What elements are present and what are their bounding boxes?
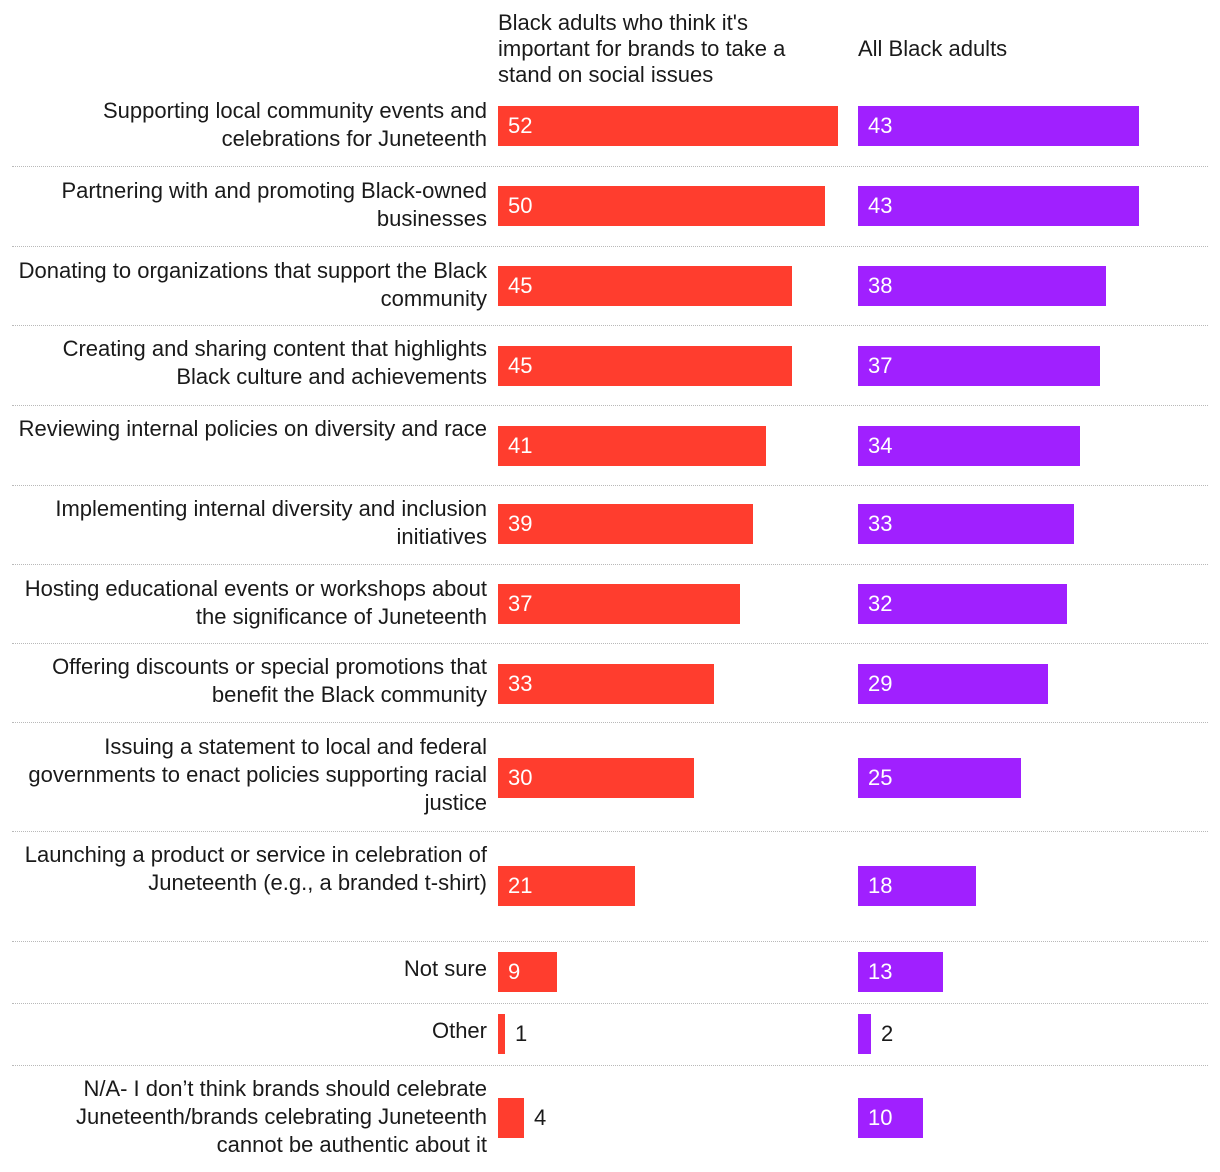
data-label: 21	[508, 873, 533, 898]
row-separator	[12, 485, 1208, 486]
data-label: 34	[868, 433, 893, 458]
data-label: 25	[868, 765, 893, 790]
data-label: 43	[868, 193, 893, 218]
data-label: 33	[508, 671, 533, 696]
bar-all-black-adults	[858, 584, 1067, 624]
bar-important-stand	[498, 186, 825, 226]
data-label: 1	[515, 1021, 528, 1046]
bar-important-stand	[498, 952, 557, 992]
bar-all-black-adults	[858, 504, 1074, 544]
data-label: 13	[868, 959, 893, 984]
data-label: 33	[868, 511, 893, 536]
row-separator	[12, 405, 1208, 406]
data-label: 45	[508, 353, 533, 378]
data-label: 32	[868, 591, 893, 616]
row-separator	[12, 246, 1208, 247]
data-label: 9	[508, 959, 521, 984]
bar-all-black-adults	[858, 186, 1139, 226]
bar-all-black-adults	[858, 664, 1048, 704]
data-label: 30	[508, 765, 533, 790]
row-label: Creating and sharing content that highli…	[62, 336, 487, 389]
row-label: Issuing a statement to local and federal…	[28, 734, 487, 815]
data-label: 45	[508, 273, 533, 298]
data-label: 4	[534, 1105, 547, 1130]
bar-all-black-adults	[858, 266, 1106, 306]
row-separator	[12, 831, 1208, 832]
bar-important-stand	[498, 584, 740, 624]
data-label: 52	[508, 113, 533, 138]
row-separator	[12, 722, 1208, 723]
row-separator	[12, 941, 1208, 942]
row-label: Hosting educational events or workshops …	[24, 576, 487, 629]
row-label: Partnering with and promoting Black-owne…	[61, 178, 487, 231]
row-label: Reviewing internal policies on diversity…	[18, 416, 487, 441]
row-separator	[12, 643, 1208, 644]
data-label: 41	[508, 433, 533, 458]
row-label: Not sure	[403, 956, 487, 981]
data-label: 39	[508, 511, 533, 536]
row-label: Other	[431, 1018, 487, 1043]
bar-important-stand	[498, 1014, 505, 1054]
data-label: 18	[868, 873, 893, 898]
data-label: 37	[868, 353, 893, 378]
row-label: Launching a product or service in celebr…	[24, 842, 487, 895]
bar-all-black-adults	[858, 1098, 923, 1138]
bar-all-black-adults	[858, 426, 1080, 466]
data-label: 43	[868, 113, 893, 138]
data-label: 29	[868, 671, 893, 696]
bar-important-stand	[498, 426, 766, 466]
data-label: 2	[881, 1021, 894, 1046]
data-label: 37	[508, 591, 533, 616]
row-label: N/A- I don’t think brands should celebra…	[76, 1076, 487, 1157]
bar-important-stand	[498, 866, 635, 906]
data-label: 50	[508, 193, 533, 218]
row-label: Implementing internal diversity and incl…	[55, 496, 487, 549]
row-label: Offering discounts or special promotions…	[52, 654, 487, 707]
column-header-important-stand: Black adults who think it's important fo…	[498, 10, 786, 87]
bar-all-black-adults	[858, 952, 943, 992]
row-label: Donating to organizations that support t…	[18, 258, 487, 311]
row-separator	[12, 166, 1208, 167]
bar-all-black-adults	[858, 866, 976, 906]
bar-important-stand	[498, 266, 792, 306]
row-separator	[12, 564, 1208, 565]
bar-all-black-adults	[858, 346, 1100, 386]
row-separator	[12, 325, 1208, 326]
row-label: Supporting local community events and ce…	[103, 98, 487, 151]
bar-important-stand	[498, 758, 694, 798]
bar-all-black-adults	[858, 758, 1021, 798]
data-label: 10	[868, 1105, 893, 1130]
column-header-all-black-adults: All Black adults	[858, 36, 1008, 61]
bar-all-black-adults	[858, 1014, 871, 1054]
bar-all-black-adults	[858, 106, 1139, 146]
bar-important-stand	[498, 346, 792, 386]
bar-important-stand	[498, 106, 838, 146]
row-separator	[12, 1003, 1208, 1004]
row-separator	[12, 1065, 1208, 1066]
bar-important-stand	[498, 1098, 524, 1138]
bar-important-stand	[498, 504, 753, 544]
bar-important-stand	[498, 664, 714, 704]
data-label: 38	[868, 273, 893, 298]
